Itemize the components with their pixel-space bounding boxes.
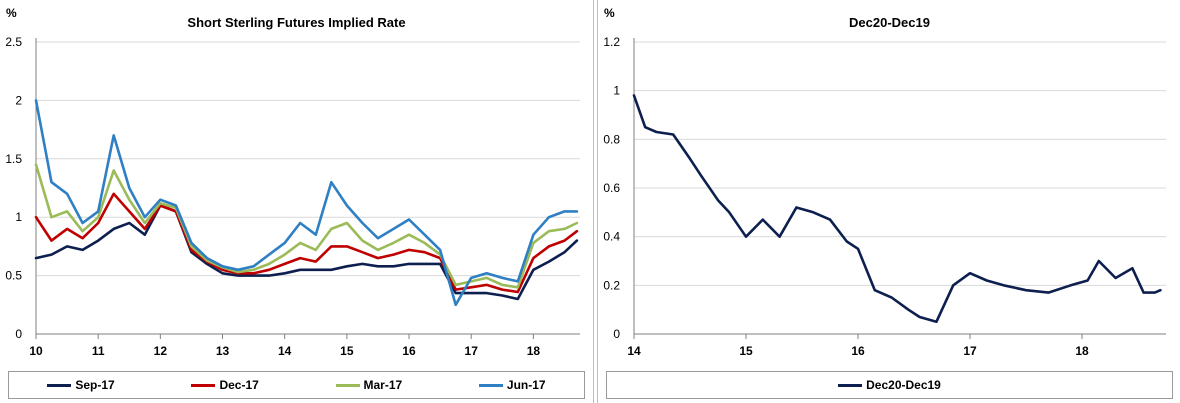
chart-legend: Dec20-Dec19 [606,371,1173,399]
series-line-mar-17 [34,163,579,289]
x-tick-label: 17 [963,344,977,358]
legend-swatch [47,383,72,387]
series-line-sep-17 [34,204,579,301]
y-tick-label: 1.5 [5,152,22,166]
y-unit-label: % [604,6,615,20]
y-tick-label: 1 [613,84,620,98]
x-tick-label: 16 [851,344,865,358]
legend-swatch [335,383,360,387]
series-line-jun-17 [34,99,579,307]
x-tick-label: 17 [465,344,479,358]
series-line-dec20-dec19 [632,94,1162,324]
legend-swatch [191,383,216,387]
x-tick-label: 12 [154,344,168,358]
x-tick-label: 10 [29,344,43,358]
x-tick-label: 14 [278,344,292,358]
chart-plot-right: 0 0.2 0.4 0.6 0.8 1 1.2 14 15 16 17 18 [603,35,1166,358]
x-tick-label: 15 [340,344,354,358]
y-tick-label: 2 [15,93,22,107]
y-tick-label: 0.4 [603,230,620,244]
chart-legend: Sep-17 Dec-17 Mar-17 Jun-17 [8,371,585,399]
legend-swatch [478,383,503,387]
legend-label: Dec-17 [219,378,259,392]
legend-item: Jun-17 [478,378,546,392]
x-tick-label: 14 [627,344,641,358]
y-tick-label: 1.2 [603,35,620,49]
x-tick-label: 18 [1075,344,1089,358]
legend-item: Mar-17 [335,378,403,392]
y-tick-label: 0.2 [603,278,620,292]
y-unit-label: % [6,6,17,20]
legend-label: Mar-17 [363,378,403,392]
series-line-dec-17 [34,192,579,294]
y-tick-label: 0 [15,327,22,341]
chart-title: Dec20-Dec19 [849,15,930,30]
x-tick-label: 11 [92,344,105,358]
chart-panel-right: % Dec20-Dec19 0 0.2 0.4 0.6 0.8 1 1.2 14 15 16 17 1… [597,0,1180,403]
y-tick-label: 0 [613,327,620,341]
chart-title: Short Sterling Futures Implied Rate [187,15,406,30]
legend-item: Sep-17 [47,378,115,392]
legend-item: Dec-17 [191,378,259,392]
y-tick-label: 1 [15,210,22,224]
legend-label: Dec20-Dec19 [866,378,941,392]
x-tick-label: 18 [527,344,541,358]
chart-plot-left: 0 0.5 1 1.5 2 2.5 10 11 12 13 14 15 16 17 18 [5,35,580,358]
y-tick-label: 0.6 [603,181,620,195]
x-tick-label: 13 [216,344,230,358]
legend-swatch [838,383,863,387]
y-tick-label: 0.8 [603,132,620,146]
legend-label: Sep-17 [75,378,115,392]
y-tick-label: 2.5 [5,35,22,49]
x-tick-label: 16 [402,344,416,358]
x-tick-label: 15 [739,344,753,358]
y-tick-label: 0.5 [5,269,22,283]
legend-label: Jun-17 [506,378,546,392]
legend-item: Dec20-Dec19 [838,378,941,392]
